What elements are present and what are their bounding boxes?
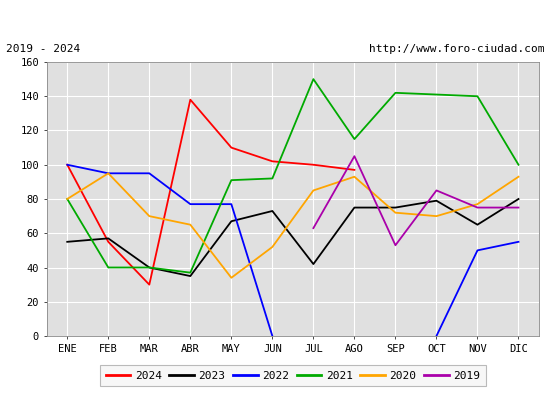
Text: http://www.foro-ciudad.com: http://www.foro-ciudad.com [369,44,544,54]
Legend: 2024, 2023, 2022, 2021, 2020, 2019: 2024, 2023, 2022, 2021, 2020, 2019 [100,365,486,386]
Text: Evolucion Nº Turistas Extranjeros en el municipio de Almendral: Evolucion Nº Turistas Extranjeros en el … [27,12,523,24]
Text: 2019 - 2024: 2019 - 2024 [6,44,80,54]
